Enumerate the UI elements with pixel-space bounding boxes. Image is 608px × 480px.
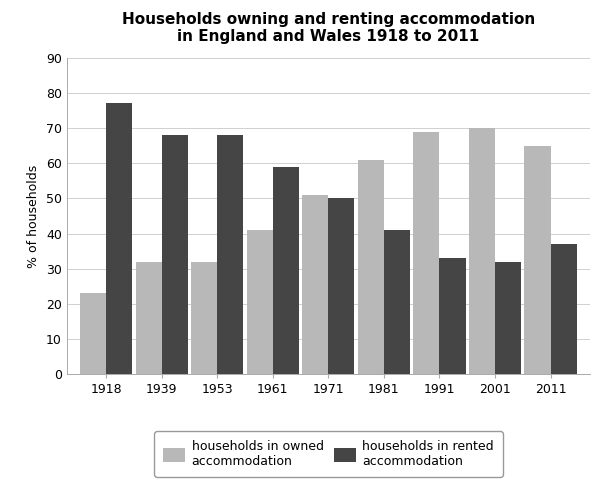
- Bar: [469, 128, 495, 374]
- Bar: [302, 195, 328, 374]
- Title: Households owning and renting accommodation
in England and Wales 1918 to 2011: Households owning and renting accommodat…: [122, 12, 535, 44]
- Bar: [191, 262, 217, 374]
- Bar: [495, 262, 521, 374]
- Y-axis label: % of households: % of households: [27, 164, 41, 268]
- Bar: [384, 230, 410, 374]
- Bar: [136, 262, 162, 374]
- Bar: [358, 160, 384, 374]
- Bar: [413, 132, 440, 374]
- Legend: households in owned
accommodation, households in rented
accommodation: households in owned accommodation, house…: [154, 432, 503, 477]
- Bar: [525, 145, 551, 374]
- Bar: [162, 135, 188, 374]
- Bar: [551, 244, 577, 374]
- Bar: [80, 293, 106, 374]
- Bar: [440, 258, 466, 374]
- Bar: [328, 198, 354, 374]
- Bar: [273, 167, 299, 374]
- Bar: [217, 135, 243, 374]
- Bar: [247, 230, 273, 374]
- Bar: [106, 103, 133, 374]
